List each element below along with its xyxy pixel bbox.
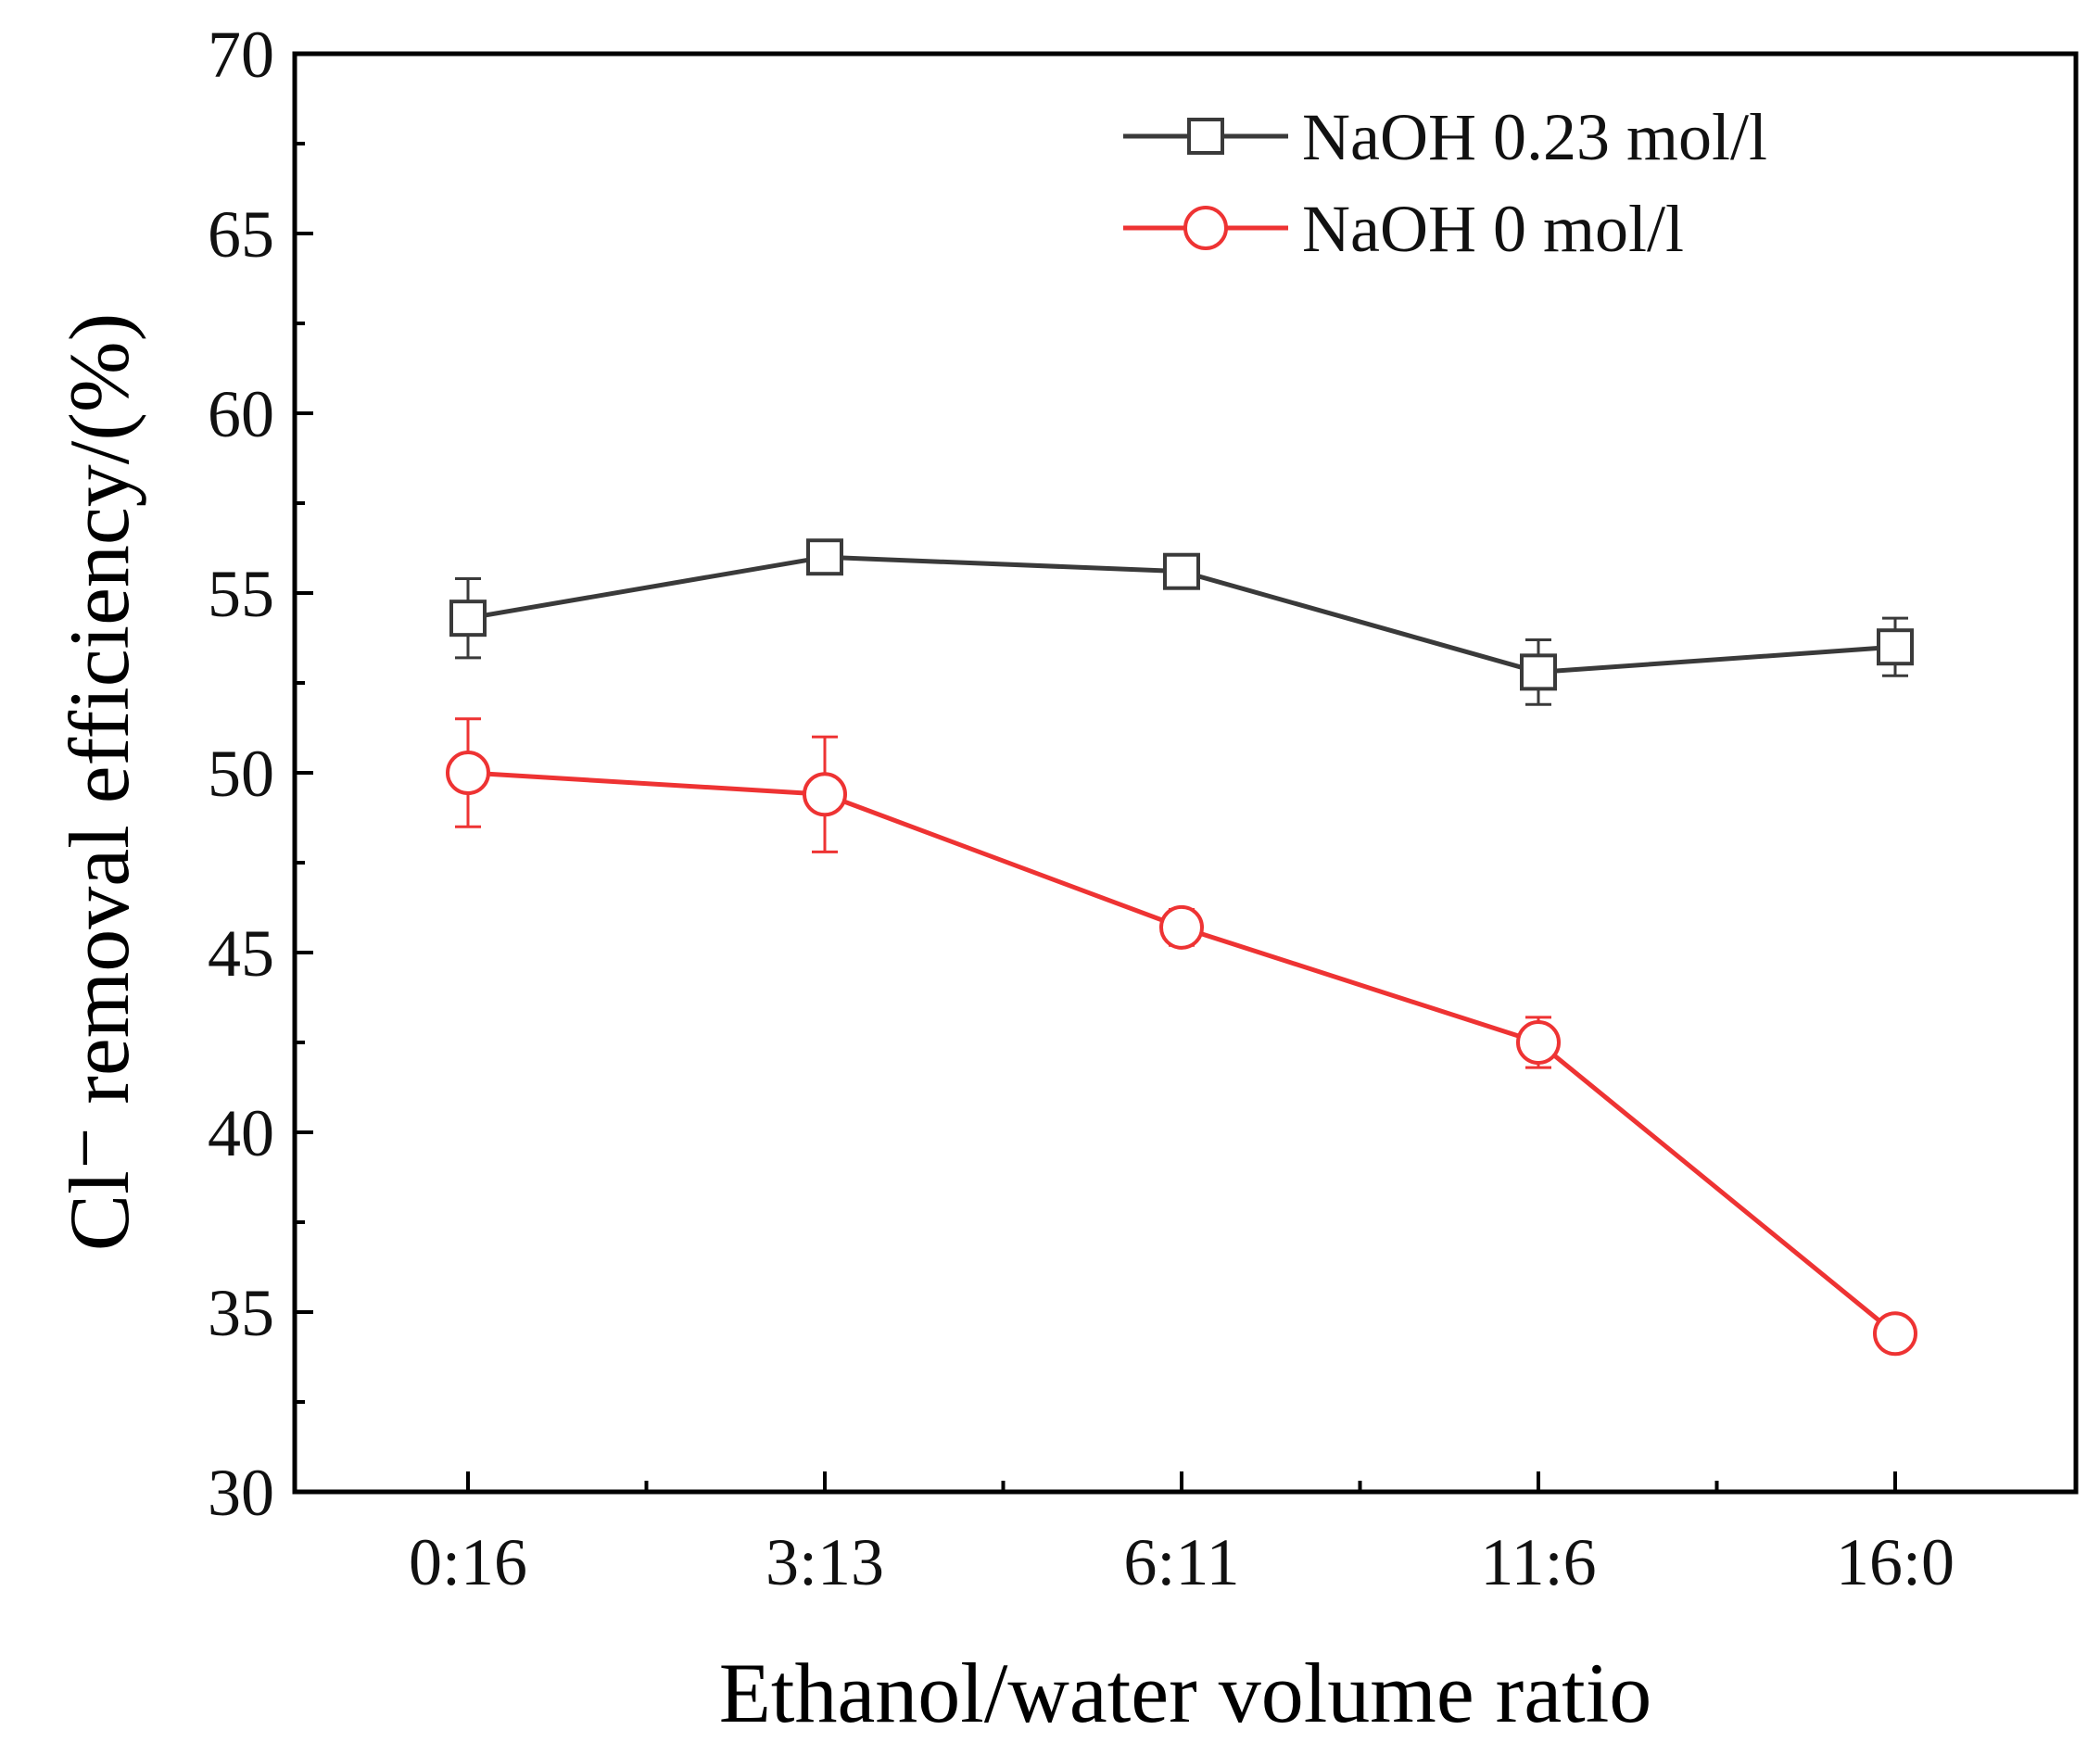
x-tick-label: 0:16 — [409, 1525, 527, 1599]
y-tick-label: 35 — [208, 1276, 274, 1350]
x-tick-label: 16:0 — [1836, 1525, 1955, 1599]
legend: NaOH 0.23 mol/l NaOH 0 mol/l — [1123, 100, 1767, 266]
y-tick-label: 60 — [208, 377, 274, 451]
data-point — [446, 751, 490, 795]
y-axis-title: Cl⁻ removal efficiency/(%) — [52, 313, 146, 1251]
legend-item: NaOH 0 mol/l — [1123, 192, 1684, 266]
x-tick-label: 3:13 — [765, 1525, 884, 1599]
tick-labels: 30 35 40 45 50 55 60 65 70 0:16 3:13 6:11 11:6 16:0 — [208, 18, 1955, 1599]
y-tick-label: 65 — [208, 197, 274, 271]
x-axis-title: Ethanol/water volume ratio — [719, 1646, 1652, 1740]
x-tick-label: 11:6 — [1480, 1525, 1596, 1599]
y-tick-label: 30 — [208, 1456, 274, 1530]
data-point — [1873, 1311, 1917, 1357]
legend-label: NaOH 0 mol/l — [1302, 192, 1684, 266]
y-tick-label: 55 — [208, 557, 274, 631]
series-naoh-0-23 — [449, 538, 1914, 706]
data-point — [1159, 904, 1204, 950]
legend-circle-marker — [1183, 206, 1228, 250]
data-point — [449, 600, 487, 638]
series-line — [467, 770, 1897, 1336]
legend-label: NaOH 0.23 mol/l — [1302, 100, 1767, 174]
data-point — [803, 772, 847, 817]
plot-area-frame — [292, 51, 2079, 1495]
y-tick-label: 50 — [208, 737, 274, 811]
x-tick-label: 6:11 — [1123, 1525, 1239, 1599]
legend-item: NaOH 0.23 mol/l — [1123, 100, 1767, 174]
y-tick-label: 70 — [208, 18, 274, 92]
y-tick-label: 45 — [208, 916, 274, 991]
axis-ticks — [295, 52, 1897, 1494]
series-layer — [446, 538, 1917, 1357]
data-point — [806, 538, 843, 576]
data-point — [1877, 628, 1914, 666]
data-point — [1163, 552, 1200, 590]
legend-square-marker — [1187, 118, 1224, 155]
data-point — [1520, 653, 1557, 691]
series-naoh-0 — [446, 717, 1917, 1357]
data-point — [1516, 1020, 1561, 1065]
y-tick-label: 40 — [208, 1096, 274, 1170]
